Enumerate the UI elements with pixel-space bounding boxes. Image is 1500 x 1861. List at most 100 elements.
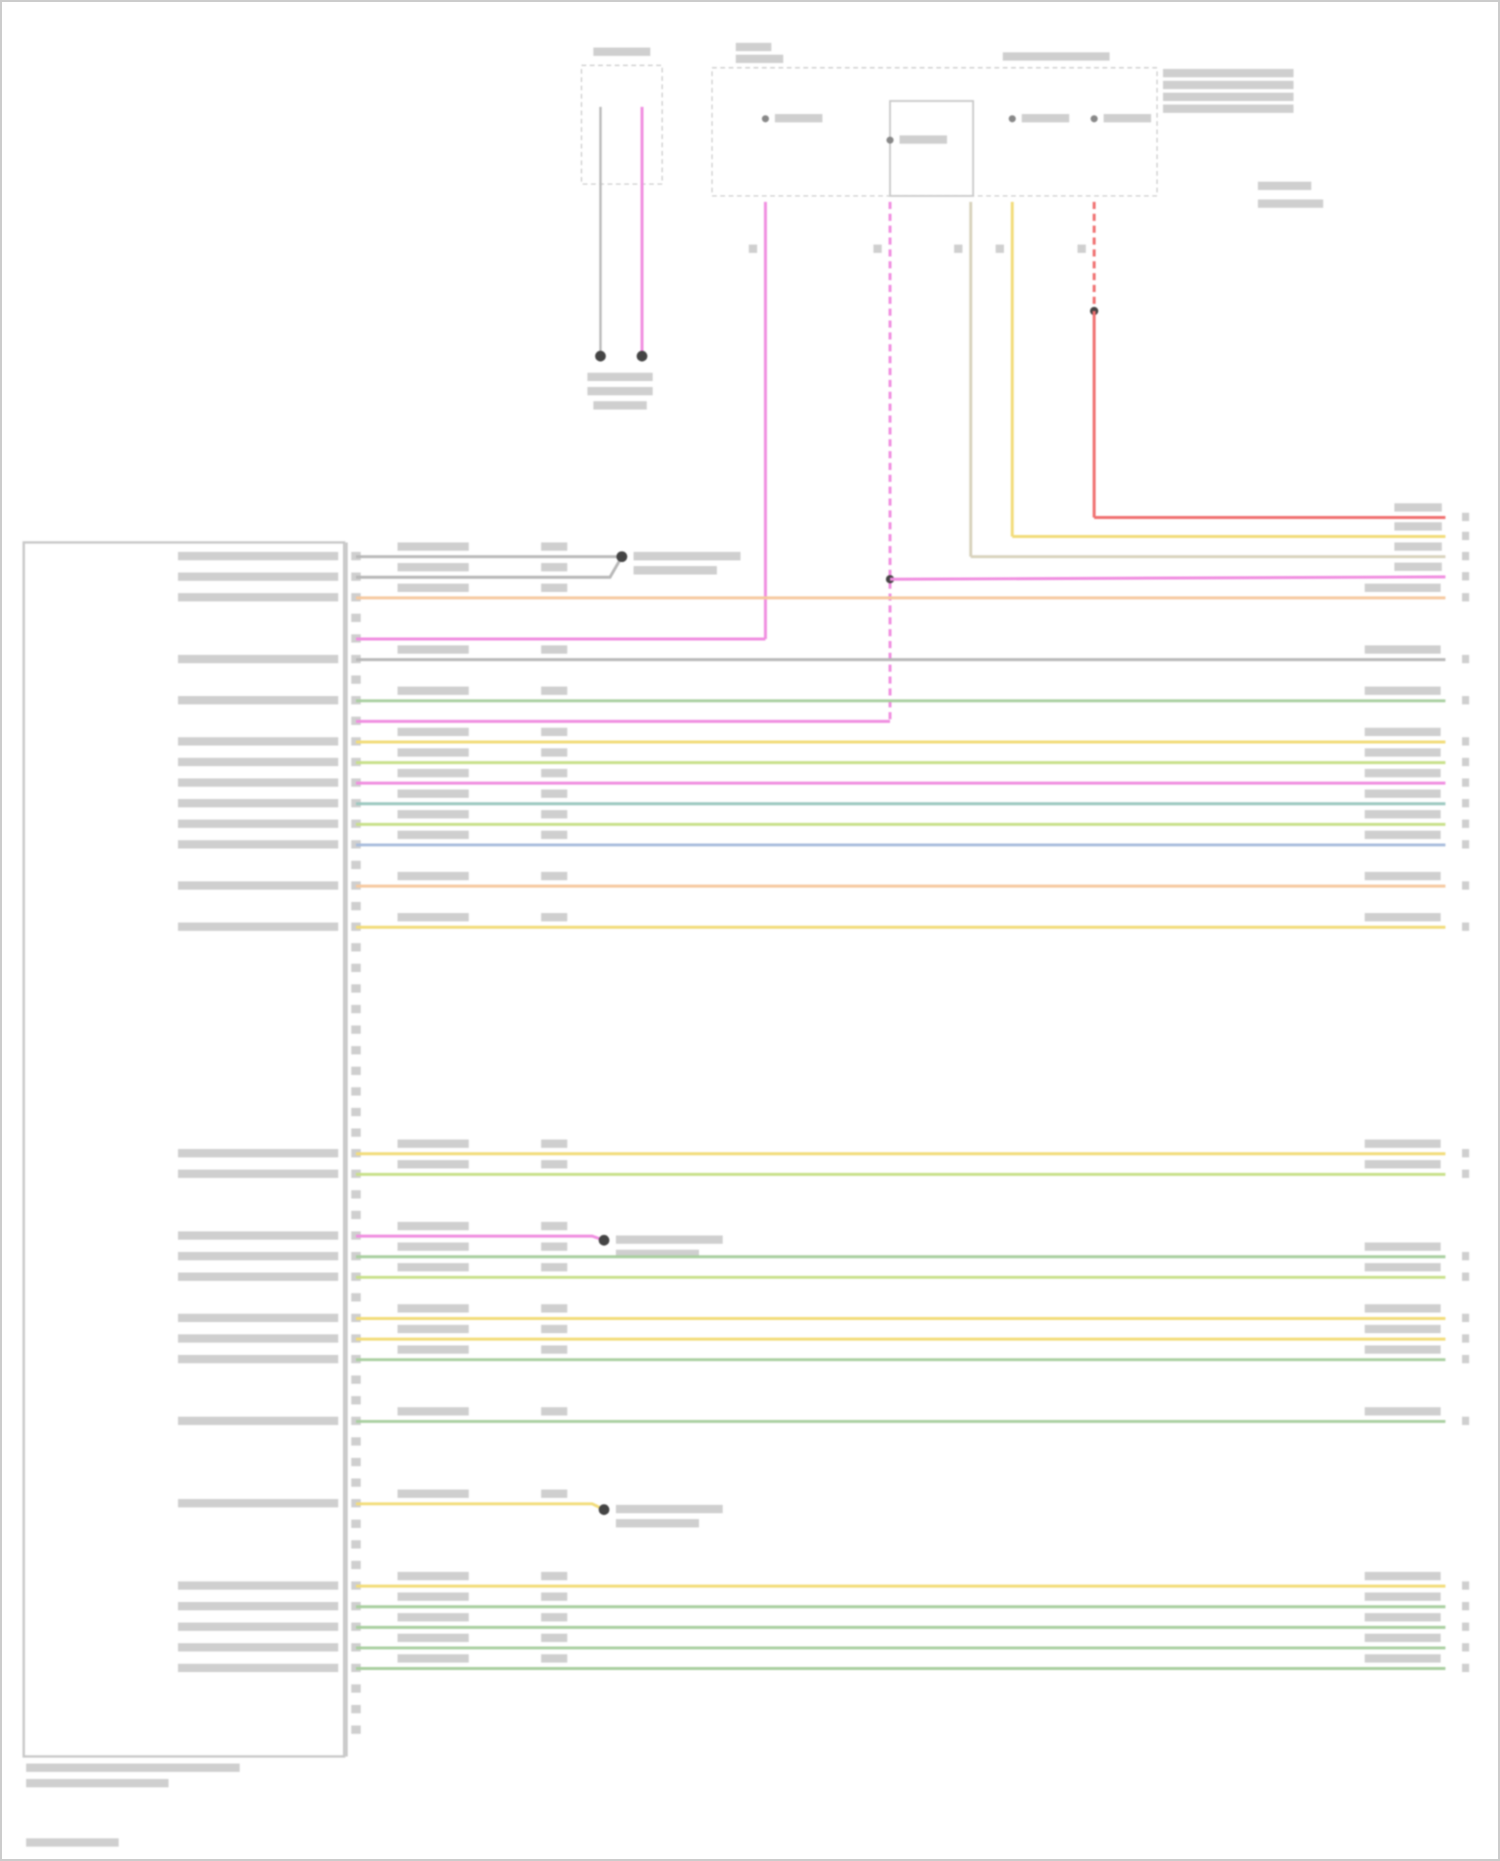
- right-pin-number: [1462, 1169, 1470, 1178]
- wire-color-label-right: [1394, 542, 1442, 551]
- module-pin-number: [351, 1293, 361, 1302]
- module-pin-number: [351, 1046, 361, 1055]
- module-pin-number: [351, 901, 361, 911]
- module-pin-number: [351, 943, 361, 952]
- module-pin-number: [351, 1684, 361, 1693]
- module-pin-number: [351, 1190, 361, 1199]
- module-pin-number: [351, 840, 361, 849]
- wire-color-label-right: [1364, 1160, 1441, 1169]
- module-pin-number: [351, 1066, 361, 1075]
- pin-function-label: [178, 1643, 339, 1652]
- wire-color-label-right: [1364, 1613, 1441, 1622]
- junction-box-outline: [711, 67, 1158, 197]
- right-pin-number: [1462, 737, 1470, 746]
- module-pin-number: [351, 1519, 361, 1528]
- wire-color-label: [397, 1633, 469, 1642]
- module-pin-number: [351, 963, 361, 973]
- wire-color-label-right: [1364, 1324, 1441, 1334]
- right-pin-number: [1462, 531, 1470, 541]
- pin-function-label: [178, 1231, 339, 1240]
- fuse-terminal: [1008, 115, 1016, 123]
- wire-color-label: [397, 645, 469, 654]
- wire-color-label-right: [1364, 1654, 1441, 1663]
- splice-label: [633, 566, 717, 575]
- right-pin-number: [1462, 819, 1470, 828]
- wire-color-label: [397, 1324, 469, 1334]
- circuit-number: [541, 563, 568, 572]
- right-pin-number: [1462, 1251, 1470, 1261]
- circuit-number: [541, 1613, 568, 1622]
- splice-label: [615, 1519, 699, 1528]
- circuit-number: [541, 686, 568, 695]
- right-pin-number: [1462, 696, 1470, 705]
- module-pin-number: [351, 593, 361, 602]
- module-pin-number: [351, 1540, 361, 1549]
- splice-label: [587, 386, 653, 396]
- splice-label: [615, 1249, 699, 1259]
- wire-color-label-right: [1364, 789, 1441, 798]
- pin-function-label: [178, 1354, 339, 1364]
- module-pin-number: [351, 1210, 361, 1220]
- module-pin-number: [351, 799, 361, 808]
- module-pin-number: [351, 1437, 361, 1446]
- fuse-label: [899, 135, 947, 144]
- splice-dot: [616, 551, 628, 563]
- splice-dot: [595, 350, 606, 362]
- relay-box: [889, 100, 974, 197]
- wire-color-label: [995, 244, 1004, 253]
- wire-color-label: [397, 1221, 469, 1231]
- pin-function-label: [178, 551, 339, 561]
- pin-function-label: [178, 1251, 339, 1261]
- circuit-number: [541, 583, 568, 592]
- module-pin-number: [351, 1272, 361, 1281]
- circuit-number: [541, 1221, 568, 1231]
- pin-function-label: [178, 840, 339, 849]
- wire-color-label: [397, 1263, 469, 1272]
- fuse-label: [1021, 114, 1070, 123]
- pin-function-label: [178, 1416, 339, 1426]
- module-pin-number: [351, 572, 361, 581]
- module-pin-number: [351, 716, 361, 725]
- module-caption: [26, 1763, 240, 1772]
- wire-to-splice: [356, 555, 624, 579]
- right-pin-number: [1462, 881, 1470, 890]
- module-pin-number: [351, 881, 361, 890]
- circuit-number: [541, 810, 568, 819]
- pin-function-label: [178, 1149, 339, 1158]
- wire-color-label: [748, 244, 758, 253]
- right-pin-number: [1462, 654, 1470, 664]
- module-pin-number: [351, 1499, 361, 1508]
- right-pin-number: [1462, 593, 1470, 602]
- wire-color-label-right: [1364, 1304, 1441, 1313]
- wire-color-label-right: [1364, 645, 1441, 654]
- component-title: [593, 47, 651, 56]
- module-pin-number: [351, 1313, 361, 1323]
- wire-color-label-right: [1364, 768, 1441, 778]
- module-pin-number: [351, 1354, 361, 1364]
- right-pin-number: [1462, 799, 1470, 808]
- right-pin-number: [1462, 1581, 1470, 1590]
- module-pin-number: [351, 613, 361, 623]
- pin-function-label: [178, 593, 339, 602]
- pin-function-label: [178, 799, 339, 808]
- module-pin-number: [351, 757, 361, 767]
- wire-color-label-right: [1364, 1571, 1441, 1581]
- pin-function-label: [178, 1499, 339, 1508]
- circuit-number: [541, 1592, 568, 1601]
- pin-function-label: [178, 1334, 339, 1343]
- module-pin-number: [351, 1663, 361, 1673]
- module-pin-number: [351, 1149, 361, 1158]
- wire-color-label-right: [1364, 871, 1441, 881]
- fuse-label: [1103, 114, 1152, 123]
- legend-item: [1257, 181, 1312, 190]
- circuit-number: [541, 1633, 568, 1642]
- pin-function-label: [178, 1272, 339, 1281]
- component-description: [1162, 92, 1294, 101]
- circuit-number: [541, 1345, 568, 1354]
- module-pin-number: [351, 1560, 361, 1570]
- wire-color-label-right: [1364, 686, 1441, 695]
- right-pin-number: [1462, 551, 1470, 561]
- wire-color-label: [397, 789, 469, 798]
- pin-function-label: [178, 881, 339, 890]
